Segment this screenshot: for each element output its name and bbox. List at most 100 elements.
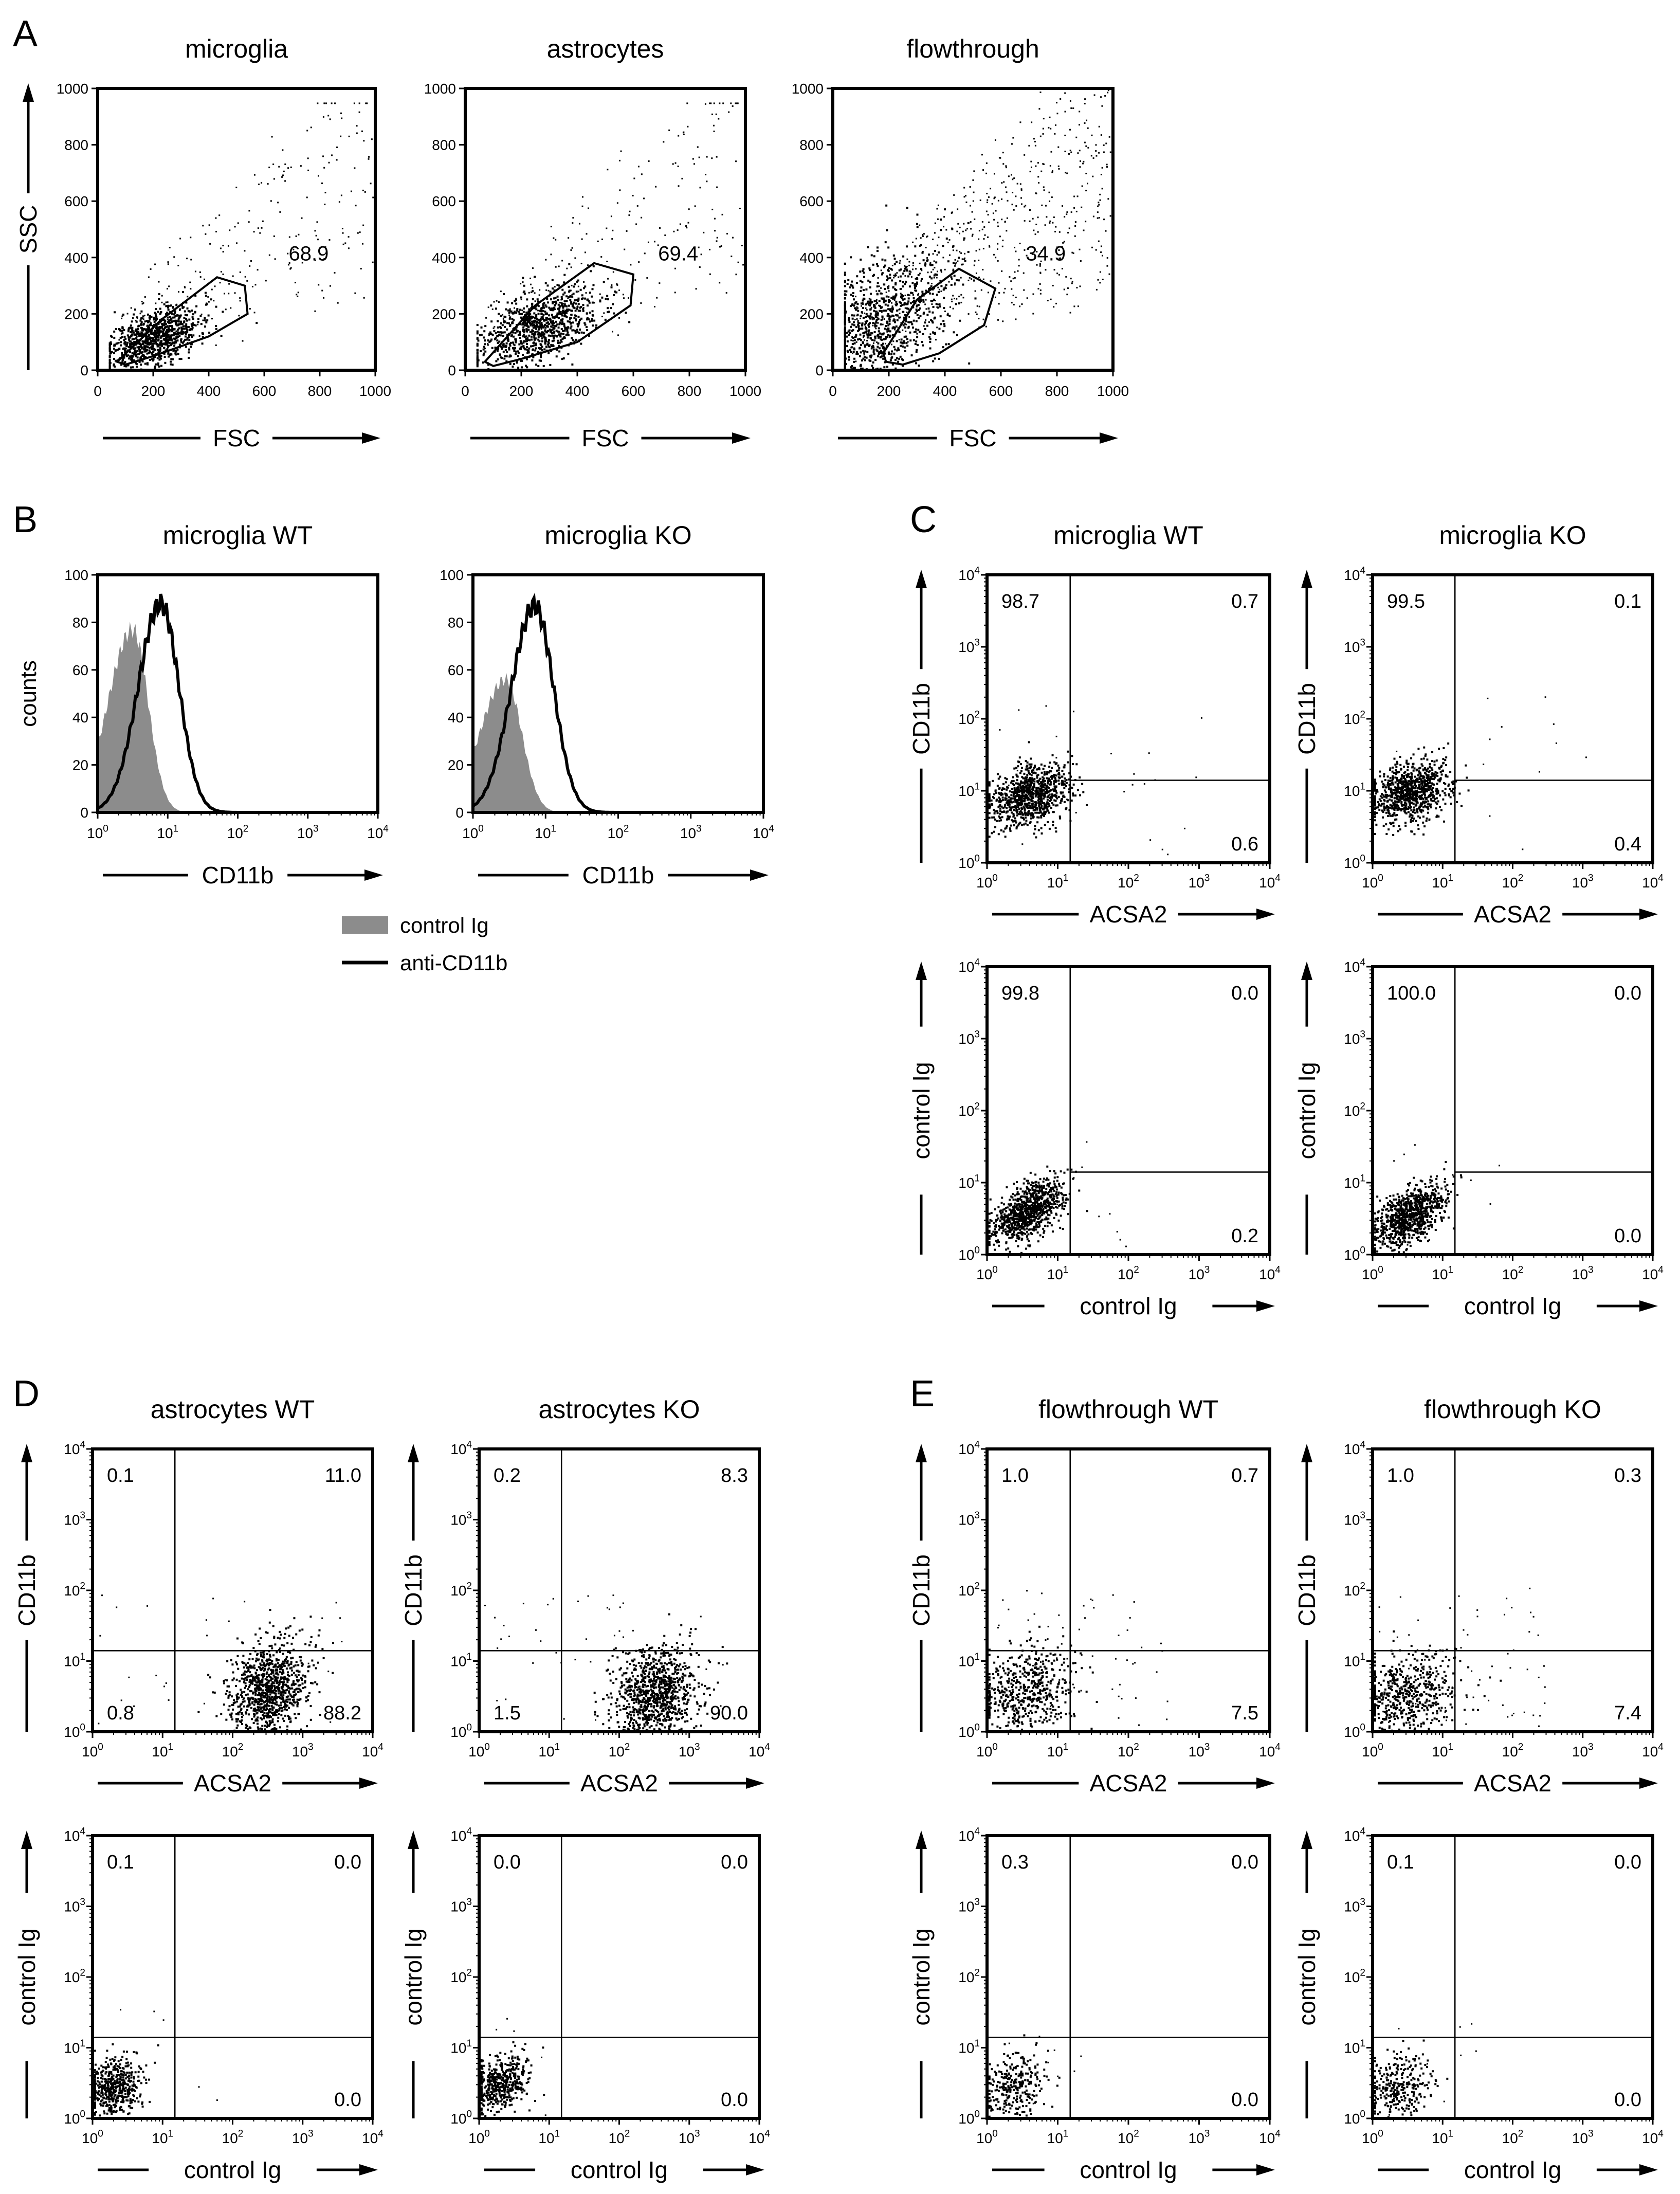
y-tick-label: 200 [799,306,824,322]
data-point [1008,802,1010,804]
data-point [126,341,129,344]
data-point [716,237,718,239]
data-point [1058,815,1061,818]
data-point [506,301,509,304]
data-point [862,341,864,343]
data-point [129,327,131,329]
data-point [872,263,874,266]
data-point [562,312,564,314]
data-point [871,365,873,367]
data-point [147,313,149,316]
data-point [563,325,565,328]
data-point [970,228,972,230]
data-point [130,366,132,369]
data-point [188,348,191,351]
data-point [1029,220,1031,222]
data-point [964,260,966,262]
data-point [927,307,930,310]
data-point [162,333,165,336]
data-point [271,136,273,138]
data-point [228,283,230,285]
data-point [896,357,898,359]
data-point [237,222,239,224]
data-point [180,341,183,343]
data-point [176,333,178,336]
x-tick-label: 1000 [729,383,761,399]
data-point [1022,791,1025,794]
data-point [972,200,974,202]
data-point [520,346,523,348]
data-point [575,302,577,305]
data-point [1024,799,1026,801]
data-point [498,301,500,303]
data-point [876,355,879,358]
panel-letter-c: C [910,499,937,540]
data-point [1012,806,1015,808]
data-point [899,275,902,278]
data-point [559,321,561,324]
data-point [155,308,157,311]
data-point [870,346,872,348]
data-point [937,204,939,206]
data-point [1015,318,1017,320]
data-point [577,323,580,326]
data-point [257,269,259,271]
data-point [108,348,111,351]
data-point [578,291,580,293]
data-point [1009,276,1011,278]
data-point [366,102,368,104]
data-point [331,102,333,104]
data-point [194,311,196,314]
data-point [994,139,996,141]
data-point [1013,304,1015,306]
data-point [593,319,596,322]
data-point [526,331,528,333]
data-point [526,343,528,346]
data-point [930,319,933,321]
data-point [980,289,982,291]
data-point [864,350,867,353]
data-point [921,340,923,343]
data-point [519,348,521,350]
data-point [919,273,921,275]
data-point [989,245,991,247]
data-point [1001,219,1003,221]
data-point [205,233,207,235]
data-point [150,337,153,339]
data-point [1030,806,1033,809]
data-point [610,215,612,217]
data-point [852,298,855,301]
data-point [987,202,989,204]
data-point [571,304,574,307]
data-point [1013,767,1016,770]
data-point [958,302,960,305]
data-point [562,303,564,305]
data-point [523,284,525,287]
data-point [144,355,147,358]
data-point [321,182,323,184]
data-point [552,334,554,337]
data-point [141,327,143,330]
data-point [1017,796,1020,799]
data-point [1097,217,1099,219]
data-point [1028,810,1030,812]
data-point [674,292,676,294]
data-point [1022,818,1025,821]
data-point [886,322,889,324]
data-point [250,260,252,262]
data-point [141,303,143,305]
data-point [1030,814,1033,817]
data-point [998,815,1000,818]
data-point [192,322,194,324]
data-point [188,351,190,354]
data-point [183,317,186,319]
data-point [611,331,613,333]
data-point [1035,804,1037,807]
data-point [244,276,246,278]
y-axis-label: SSC [15,205,42,254]
data-point [1051,802,1053,804]
data-point [878,304,880,306]
data-point [169,354,171,356]
x-axis-arrowhead [732,432,751,444]
